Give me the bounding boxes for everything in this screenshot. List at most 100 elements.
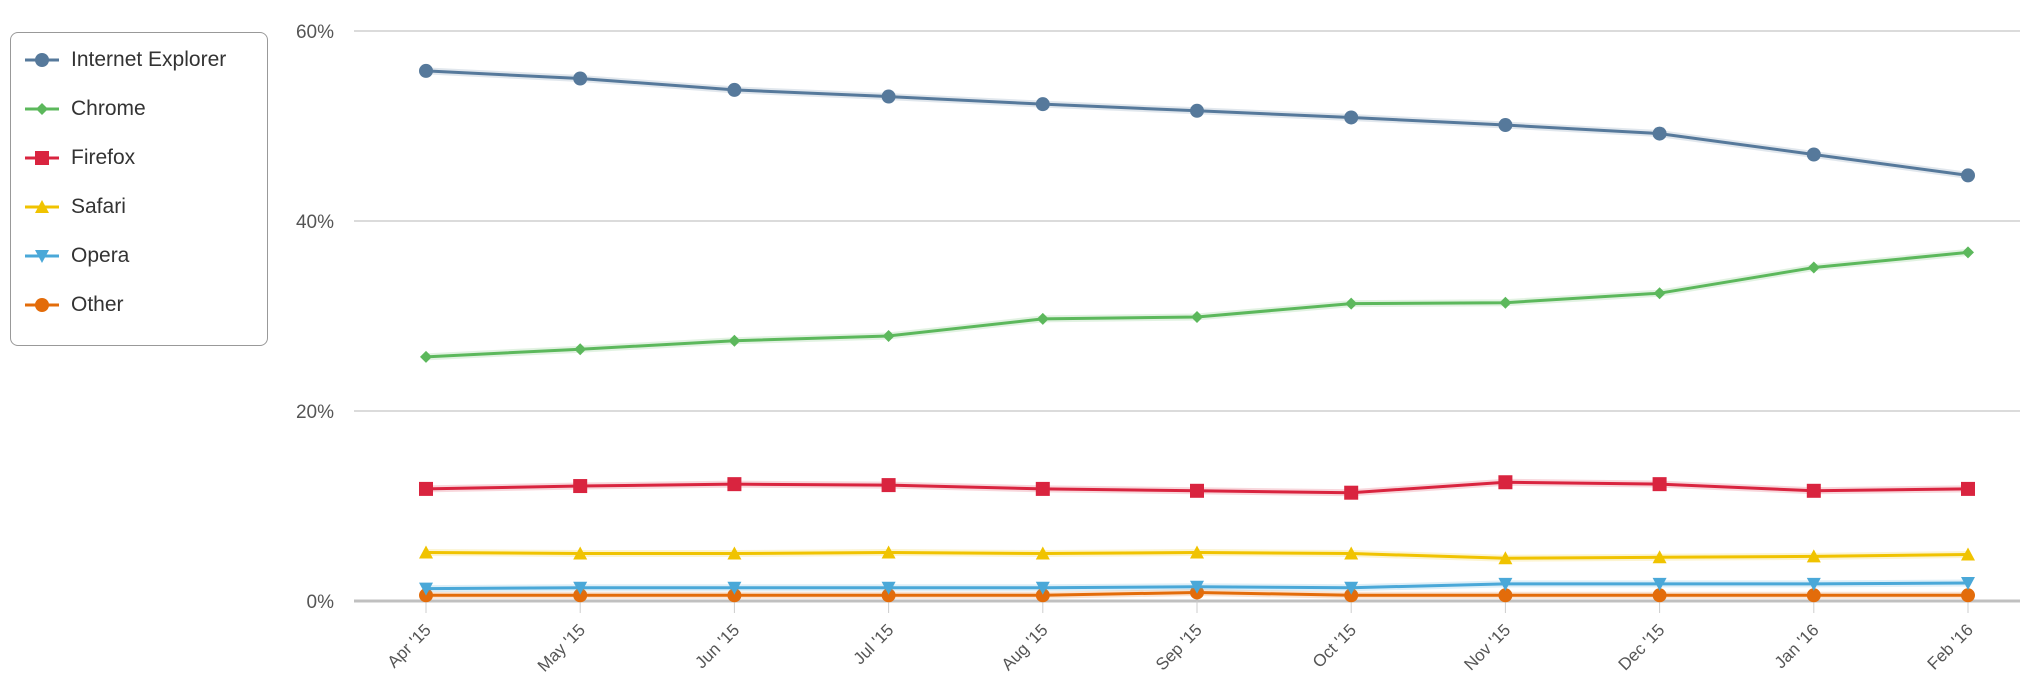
data-point <box>881 588 896 603</box>
x-tick-label: Nov '15 <box>1460 620 1514 674</box>
data-point <box>1961 481 1975 496</box>
x-tick-label: Feb '16 <box>1924 620 1977 673</box>
y-tick-label: 40% <box>296 212 334 233</box>
data-point <box>1806 549 1821 563</box>
legend-label: Other <box>71 293 124 316</box>
legend-label: Chrome <box>71 97 146 120</box>
data-point <box>419 545 433 559</box>
circle-marker-icon <box>25 298 59 312</box>
data-point <box>881 581 896 595</box>
legend-item[interactable]: Other <box>25 290 124 320</box>
data-point <box>1807 261 1820 274</box>
data-point <box>881 478 896 493</box>
triangle-marker-icon <box>25 200 59 213</box>
series-internet-explorer <box>419 63 1975 183</box>
data-point <box>1961 576 1975 590</box>
data-point <box>1498 577 1513 591</box>
data-point <box>1499 296 1512 309</box>
data-point <box>728 334 741 347</box>
data-point <box>1190 483 1204 498</box>
y-tick-label: 60% <box>296 22 334 43</box>
data-point <box>727 581 742 595</box>
series-line-glow <box>425 248 1969 361</box>
series-firefox <box>419 475 1975 500</box>
y-tick-label: 0% <box>307 592 335 613</box>
legend-item[interactable]: Firefox <box>25 143 135 173</box>
data-point <box>727 588 742 603</box>
x-tick-label: Oct '15 <box>1309 620 1360 671</box>
data-point <box>882 329 895 342</box>
data-point <box>1035 588 1050 603</box>
x-tick-label: May '15 <box>534 620 589 675</box>
data-point <box>1961 547 1975 561</box>
series-chrome <box>420 246 1974 363</box>
data-point <box>727 477 742 492</box>
legend-label: Internet Explorer <box>71 48 227 71</box>
data-point <box>419 63 433 78</box>
data-point <box>1190 103 1204 118</box>
data-point <box>1498 118 1513 133</box>
data-point <box>1036 312 1049 325</box>
data-point <box>1035 97 1050 112</box>
legend-marker <box>35 53 49 67</box>
legend-item[interactable]: Chrome <box>25 94 146 124</box>
data-point <box>1191 310 1203 323</box>
data-point <box>419 481 433 496</box>
data-point <box>420 350 432 363</box>
data-point <box>419 582 433 596</box>
data-point <box>1652 126 1667 141</box>
data-point <box>1652 588 1667 603</box>
data-point <box>1498 551 1513 565</box>
data-point <box>1344 588 1359 603</box>
x-tick-label: Aug '15 <box>998 620 1052 674</box>
x-tick-label: Dec '15 <box>1615 620 1669 674</box>
data-point <box>573 581 588 595</box>
legend-marker <box>35 298 49 312</box>
legend-label: Opera <box>71 244 130 267</box>
data-point <box>1806 483 1821 498</box>
data-point <box>1652 477 1667 492</box>
legend-marker <box>35 200 49 213</box>
series-line <box>425 250 1969 359</box>
data-point <box>573 71 588 86</box>
legend-item[interactable]: Opera <box>25 241 129 271</box>
data-point <box>1035 481 1050 496</box>
legend-item[interactable]: Internet Explorer <box>25 45 226 75</box>
legend-label: Safari <box>71 195 126 218</box>
data-point <box>1344 546 1359 560</box>
data-point <box>1035 546 1050 560</box>
data-point <box>1806 147 1821 162</box>
data-point <box>1344 485 1359 500</box>
data-point <box>1961 588 1975 603</box>
x-tick-label: Jun '15 <box>691 620 743 672</box>
x-tick-label: Jul '15 <box>850 620 898 668</box>
legend-marker <box>35 151 49 165</box>
data-point <box>573 588 588 603</box>
data-point <box>1498 475 1513 490</box>
data-point <box>573 546 588 560</box>
diamond-marker-icon <box>25 103 59 115</box>
legend-label: Firefox <box>71 146 136 169</box>
data-point <box>881 545 896 559</box>
data-point <box>1344 581 1359 595</box>
data-point <box>1498 588 1513 603</box>
square-marker-icon <box>25 151 59 165</box>
data-point <box>881 89 896 104</box>
data-point <box>727 546 742 560</box>
data-point <box>1961 168 1975 183</box>
legend-marker <box>35 250 49 263</box>
series-opera <box>419 576 1975 596</box>
data-point <box>1345 297 1358 310</box>
data-point <box>574 343 587 356</box>
legend-item[interactable]: Safari <box>25 192 126 222</box>
series-safari <box>419 545 1975 565</box>
triangle-down-marker-icon <box>25 250 59 263</box>
legend: Internet Explorer Chrome Firefox Safari Oper… <box>10 32 268 346</box>
data-point <box>1344 110 1359 125</box>
series-line-glow <box>425 67 1969 179</box>
x-tick-label: Jan '16 <box>1771 620 1823 672</box>
data-point <box>1652 577 1667 591</box>
x-tick-label: Apr '15 <box>384 620 435 671</box>
data-point <box>1190 580 1204 594</box>
